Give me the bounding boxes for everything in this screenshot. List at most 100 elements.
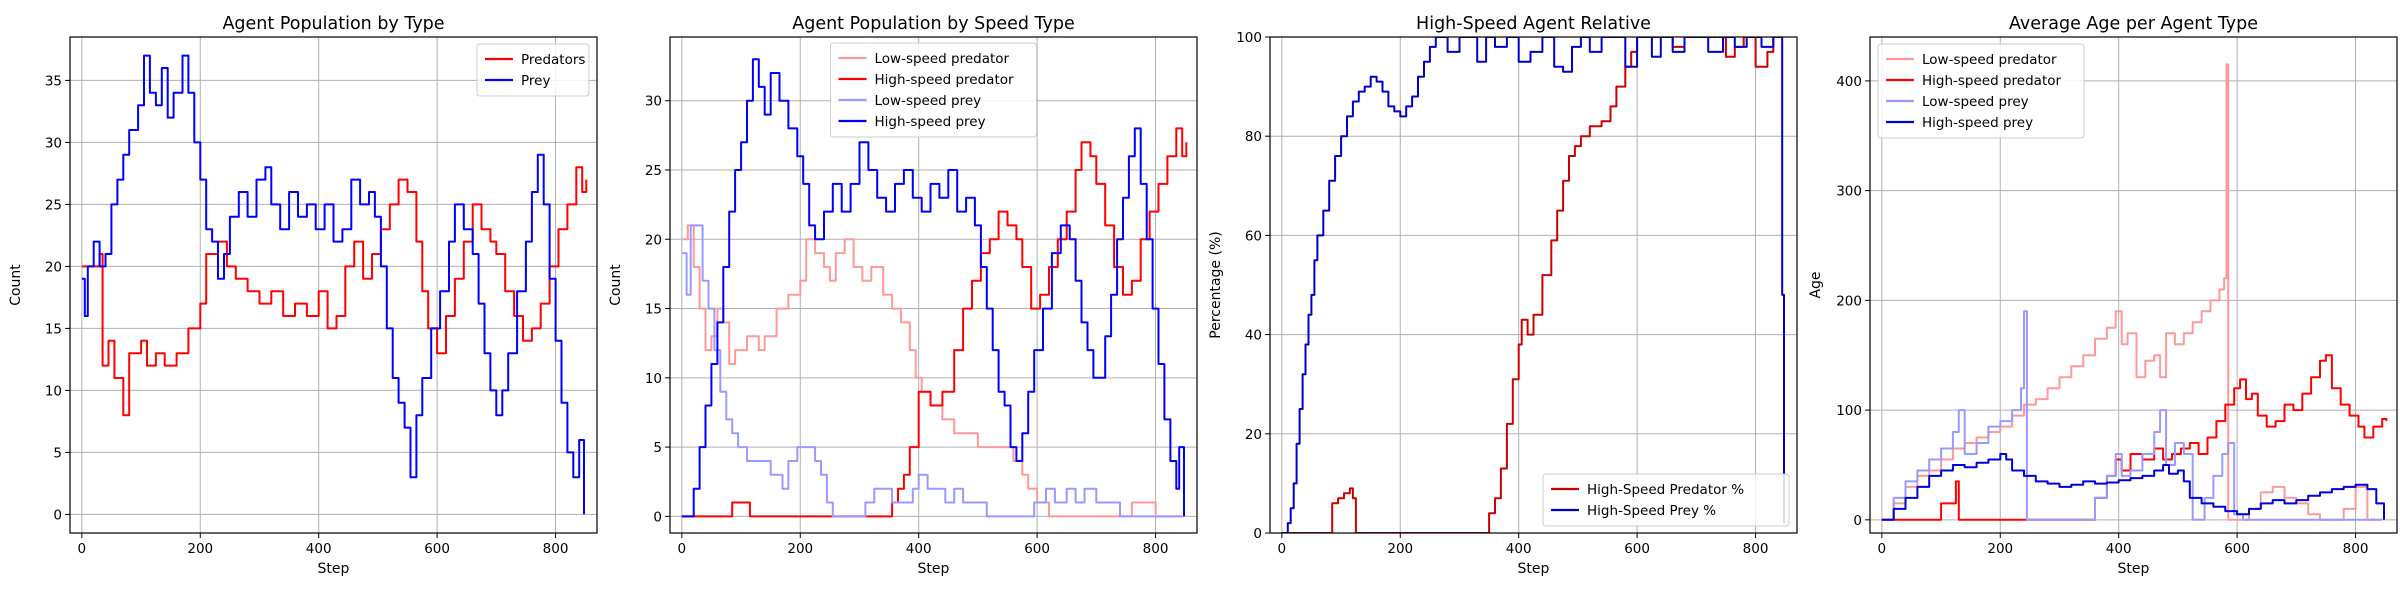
plot-frame bbox=[69, 36, 598, 534]
y-tick-label: 300 bbox=[1836, 184, 1862, 200]
legend-label: Low-speed predator bbox=[875, 51, 1010, 67]
legend-label: Low-speed prey bbox=[875, 93, 982, 109]
y-tick-label: 200 bbox=[1836, 293, 1862, 309]
legend-box bbox=[1542, 473, 1790, 527]
chart-title: High-Speed Agent Relative bbox=[1416, 14, 1651, 34]
legend-label: High-Speed Predator % bbox=[1587, 482, 1744, 498]
x-tick-label: 200 bbox=[187, 541, 213, 557]
y-tick-label: 20 bbox=[45, 259, 62, 275]
x-tick-label: 0 bbox=[1878, 541, 1887, 557]
plot-frame bbox=[1869, 36, 2398, 534]
x-tick-label: 0 bbox=[678, 541, 687, 557]
x-tick-label: 600 bbox=[1024, 541, 1050, 557]
y-tick-label: 35 bbox=[45, 73, 62, 89]
x-tick-label: 600 bbox=[424, 541, 450, 557]
series-line-low-speed-prey bbox=[681, 224, 1183, 518]
series-group bbox=[1281, 37, 1785, 533]
legend-label: Low-speed prey bbox=[1922, 94, 2029, 110]
x-tick-label: 400 bbox=[2106, 541, 2132, 557]
y-tick-label: 0 bbox=[1253, 526, 1262, 542]
y-tick-label: 0 bbox=[53, 507, 62, 523]
series-line-high-speed-predator bbox=[681, 127, 1188, 518]
x-tick-label: 400 bbox=[906, 541, 932, 557]
chart-panel-1: 0 200 400 600 800 0 5 10 15 20 25 30 35 Agent Populat… bbox=[8, 14, 598, 577]
legend-box bbox=[830, 42, 1037, 138]
x-tick-label: 800 bbox=[1743, 541, 1769, 557]
x-axis-label: Step bbox=[1518, 561, 1550, 577]
y-tick-label: 100 bbox=[1236, 30, 1262, 46]
chart-panel-3: 0 200 400 600 800 0 20 40 60 80 100 High-Speed Agen… bbox=[1208, 14, 1798, 577]
y-tick-label: 100 bbox=[1836, 403, 1862, 419]
series-group bbox=[81, 54, 588, 515]
legend-label: Prey bbox=[521, 73, 550, 89]
legend-label: Low-speed predator bbox=[1922, 52, 2057, 68]
x-tick-label: 400 bbox=[1506, 541, 1532, 557]
series-line-prey bbox=[81, 54, 585, 515]
series-line-high-speed-predator bbox=[1281, 37, 1783, 533]
y-tick-label: 30 bbox=[645, 94, 662, 110]
series-line-predators bbox=[81, 166, 588, 417]
legend-box bbox=[476, 43, 590, 97]
x-tick-label: 800 bbox=[1143, 541, 1169, 557]
x-tick-label: 600 bbox=[1624, 541, 1650, 557]
series-line-low-speed-predator bbox=[1881, 63, 2383, 521]
x-tick-label: 200 bbox=[1387, 541, 1413, 557]
x-axis-label: Step bbox=[918, 561, 950, 577]
series-line-high-speed-prey bbox=[1881, 453, 2385, 521]
y-axis-label: Age bbox=[1808, 271, 1824, 298]
series-group bbox=[1881, 63, 2388, 521]
series-line-high-speed-prey bbox=[1281, 37, 1785, 533]
y-tick-label: 5 bbox=[53, 445, 62, 461]
y-axis-label: Percentage (%) bbox=[1208, 231, 1224, 338]
plot-frame bbox=[1269, 36, 1798, 534]
legend: Predators Prey bbox=[476, 43, 590, 97]
y-tick-label: 30 bbox=[45, 135, 62, 151]
chart-title: Average Age per Agent Type bbox=[2009, 14, 2258, 34]
y-tick-label: 20 bbox=[645, 232, 662, 248]
plot-frame bbox=[669, 36, 1198, 534]
y-tick-label: 40 bbox=[1245, 328, 1262, 344]
series-line-low-speed-predator bbox=[681, 224, 1183, 518]
x-axis-label: Step bbox=[2118, 561, 2150, 577]
y-axis-label: Count bbox=[608, 264, 624, 306]
chart-panel-4: 0 200 400 600 800 0 100 200 300 400 Average Age pe… bbox=[1808, 14, 2398, 577]
y-tick-label: 15 bbox=[45, 321, 62, 337]
legend: High-Speed Predator % High-Speed Prey % bbox=[1542, 473, 1790, 527]
x-axis-label: Step bbox=[318, 561, 350, 577]
x-tick-label: 0 bbox=[78, 541, 87, 557]
legend-box bbox=[1877, 43, 2085, 139]
x-tick-label: 400 bbox=[306, 541, 332, 557]
series-line-high-speed-prey bbox=[681, 58, 1185, 518]
y-tick-label: 60 bbox=[1245, 228, 1262, 244]
chart-title: Agent Population by Type bbox=[222, 14, 444, 34]
y-tick-label: 25 bbox=[45, 197, 62, 213]
y-tick-label: 0 bbox=[1853, 513, 1862, 529]
series-line-low-speed-prey bbox=[1881, 310, 2383, 521]
series-group bbox=[681, 58, 1188, 518]
y-tick-label: 25 bbox=[645, 163, 662, 179]
chart-panel-2: 0 200 400 600 800 0 5 10 15 20 25 30 Agent Populatio… bbox=[608, 14, 1198, 577]
y-tick-label: 10 bbox=[45, 383, 62, 399]
legend-label: High-speed predator bbox=[875, 72, 1014, 88]
legend-label: High-speed prey bbox=[1922, 115, 2033, 131]
y-tick-label: 5 bbox=[653, 440, 662, 456]
legend-label: Predators bbox=[521, 52, 585, 68]
legend-label: High-speed prey bbox=[875, 114, 986, 130]
x-tick-label: 200 bbox=[787, 541, 813, 557]
x-tick-label: 0 bbox=[1278, 541, 1287, 557]
x-tick-label: 800 bbox=[2343, 541, 2369, 557]
y-axis-label: Count bbox=[8, 264, 24, 306]
legend: Low-speed predator High-speed predator Low… bbox=[830, 42, 1037, 138]
chart-title: Agent Population by Speed Type bbox=[792, 14, 1075, 34]
y-tick-label: 10 bbox=[645, 371, 662, 387]
legend-label: High-Speed Prey % bbox=[1587, 503, 1716, 519]
x-tick-label: 200 bbox=[1987, 541, 2013, 557]
y-tick-label: 80 bbox=[1245, 129, 1262, 145]
y-tick-label: 0 bbox=[653, 509, 662, 525]
legend-label: High-speed predator bbox=[1922, 73, 2061, 89]
x-tick-label: 800 bbox=[543, 541, 569, 557]
legend: Low-speed predator High-speed predator Low… bbox=[1877, 43, 2085, 139]
x-tick-label: 600 bbox=[2224, 541, 2250, 557]
y-tick-label: 20 bbox=[1245, 427, 1262, 443]
